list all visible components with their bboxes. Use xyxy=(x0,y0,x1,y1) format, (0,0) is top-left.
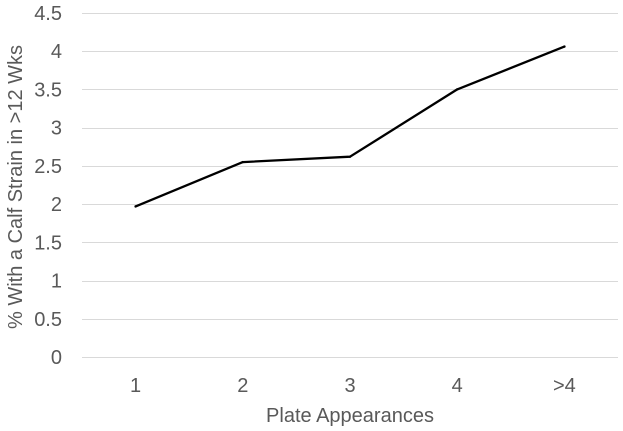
data-point xyxy=(134,205,137,208)
x-tick-label: 2 xyxy=(237,375,248,397)
x-axis-title: Plate Appearances xyxy=(266,405,434,427)
data-point xyxy=(348,155,352,158)
y-axis-ticks: 0 0.5 1 1.5 2 2.5 3 3.5 4 4.5 xyxy=(34,3,62,369)
x-tick-label: >4 xyxy=(553,375,576,397)
x-tick-label: 3 xyxy=(344,375,355,397)
y-tick-label: 3.5 xyxy=(34,79,62,101)
series-layer xyxy=(134,45,566,208)
y-axis-title: % With a Calf Strain in >12 Wks xyxy=(5,45,27,329)
y-tick-label: 4.5 xyxy=(34,3,62,25)
x-tick-label: 4 xyxy=(452,375,463,397)
y-tick-label: 2.5 xyxy=(34,156,62,178)
y-tick-label: 1 xyxy=(51,271,62,293)
data-point xyxy=(563,45,566,48)
y-tick-label: 3 xyxy=(51,118,62,140)
y-tick-label: 0.5 xyxy=(34,309,62,331)
y-tick-label: 2 xyxy=(51,194,62,216)
y-tick-label: 1.5 xyxy=(34,232,62,254)
series-line xyxy=(134,45,566,208)
grid-layer xyxy=(82,13,618,320)
data-point xyxy=(241,160,244,164)
y-tick-label: 4 xyxy=(51,41,62,63)
x-tick-label: 1 xyxy=(130,375,141,397)
data-point xyxy=(456,88,459,91)
y-tick-label: 0 xyxy=(51,347,62,369)
x-axis-ticks: 1 2 3 4 >4 xyxy=(130,375,576,397)
